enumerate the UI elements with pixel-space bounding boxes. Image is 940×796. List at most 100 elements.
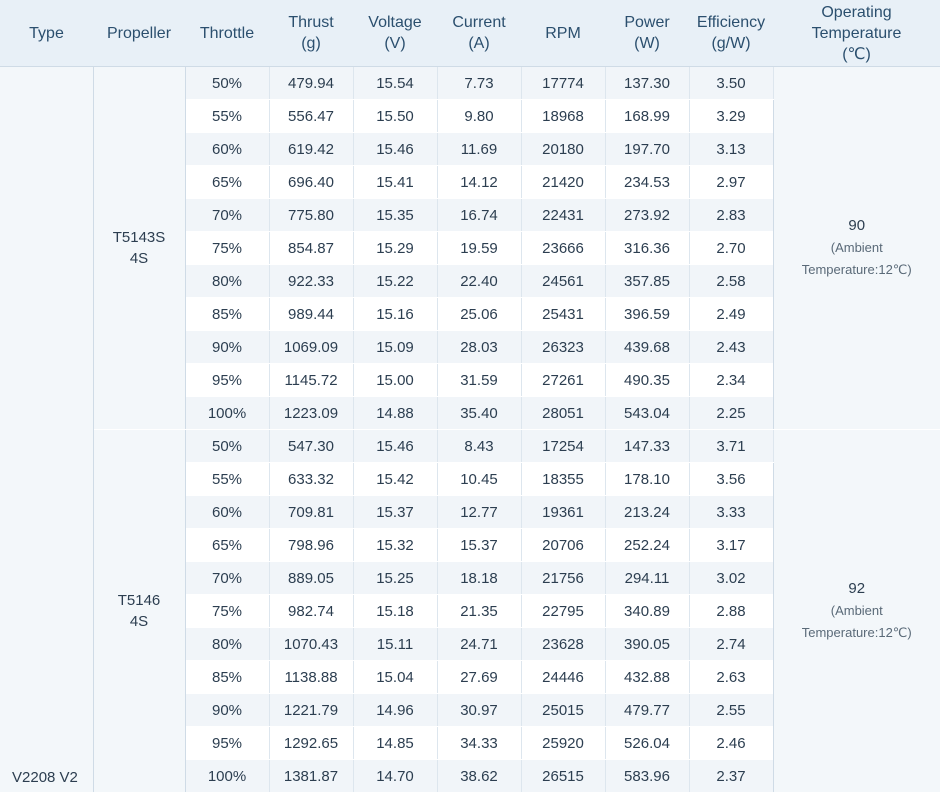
current-cell: 28.03: [437, 330, 522, 364]
header-power: Power (W): [605, 0, 689, 67]
header-throttle: Throttle: [185, 0, 269, 67]
rpm-cell: 24446: [521, 660, 606, 694]
voltage-cell: 15.16: [353, 297, 438, 331]
current-cell: 18.18: [437, 561, 522, 595]
power-cell: 526.04: [605, 726, 690, 760]
power-cell: 168.99: [605, 99, 690, 133]
current-cell: 14.12: [437, 165, 522, 199]
power-cell: 213.24: [605, 495, 690, 529]
thrust-cell: 633.32: [269, 462, 354, 496]
efficiency-cell: 2.97: [689, 165, 774, 199]
power-cell: 583.96: [605, 759, 690, 793]
rpm-cell: 26323: [521, 330, 606, 364]
table-body: V2208 V2 T5143S 4S 50% 479.94 15.54 7.73 17774 1…: [0, 66, 940, 793]
voltage-cell: 15.00: [353, 363, 438, 397]
rpm-cell: 22795: [521, 594, 606, 628]
current-cell: 16.74: [437, 198, 522, 232]
power-cell: 316.36: [605, 231, 690, 265]
throttle-cell: 55%: [185, 462, 270, 496]
thrust-cell: 556.47: [269, 99, 354, 133]
throttle-cell: 95%: [185, 726, 270, 760]
power-cell: 137.30: [605, 66, 690, 100]
table-row: 55% 633.32 15.42 10.45 18355 178.10 3.56: [0, 462, 940, 496]
table-row: 55% 556.47 15.50 9.80 18968 168.99 3.29: [0, 99, 940, 133]
thrust-cell: 709.81: [269, 495, 354, 529]
rpm-cell: 18355: [521, 462, 606, 496]
thrust-cell: 547.30: [269, 429, 354, 463]
throttle-cell: 50%: [185, 66, 270, 100]
rpm-cell: 19361: [521, 495, 606, 529]
thrust-cell: 696.40: [269, 165, 354, 199]
efficiency-cell: 2.63: [689, 660, 774, 694]
table-row: 60% 709.81 15.37 12.77 19361 213.24 3.33: [0, 495, 940, 529]
voltage-cell: 15.42: [353, 462, 438, 496]
rpm-cell: 24561: [521, 264, 606, 298]
table-row: 75% 854.87 15.29 19.59 23666 316.36 2.70: [0, 231, 940, 265]
temperature-note: (Ambient: [830, 603, 883, 618]
thrust-cell: 1223.09: [269, 396, 354, 430]
voltage-cell: 15.35: [353, 198, 438, 232]
temperature-note: Temperature:12℃): [801, 262, 912, 277]
voltage-cell: 15.46: [353, 429, 438, 463]
header-thrust: Thrust (g): [269, 0, 353, 67]
table-row: 85% 1138.88 15.04 27.69 24446 432.88 2.63: [0, 660, 940, 694]
current-cell: 15.37: [437, 528, 522, 562]
voltage-cell: 15.29: [353, 231, 438, 265]
temperature-cell: 92 (Ambient Temperature:12℃): [772, 429, 940, 793]
efficiency-cell: 2.46: [689, 726, 774, 760]
table-row: 70% 889.05 15.25 18.18 21756 294.11 3.02: [0, 561, 940, 595]
throttle-cell: 75%: [185, 594, 270, 628]
throttle-cell: 55%: [185, 99, 270, 133]
table-row: 95% 1292.65 14.85 34.33 25920 526.04 2.46: [0, 726, 940, 760]
rpm-cell: 17774: [521, 66, 606, 100]
header-efficiency: Efficiency (g/W): [689, 0, 773, 67]
throttle-cell: 80%: [185, 264, 270, 298]
efficiency-cell: 2.74: [689, 627, 774, 661]
table-row: 85% 989.44 15.16 25.06 25431 396.59 2.49: [0, 297, 940, 331]
thrust-cell: 1070.43: [269, 627, 354, 661]
thrust-cell: 982.74: [269, 594, 354, 628]
rpm-cell: 25920: [521, 726, 606, 760]
efficiency-cell: 3.13: [689, 132, 774, 166]
efficiency-cell: 2.88: [689, 594, 774, 628]
voltage-cell: 14.88: [353, 396, 438, 430]
table-row: 75% 982.74 15.18 21.35 22795 340.89 2.88: [0, 594, 940, 628]
thrust-cell: 775.80: [269, 198, 354, 232]
efficiency-cell: 3.17: [689, 528, 774, 562]
efficiency-cell: 2.49: [689, 297, 774, 331]
propeller-cell: T5146 4S: [93, 429, 186, 793]
power-cell: 273.92: [605, 198, 690, 232]
voltage-cell: 15.32: [353, 528, 438, 562]
throttle-cell: 60%: [185, 495, 270, 529]
efficiency-cell: 2.58: [689, 264, 774, 298]
table-row: 80% 922.33 15.22 22.40 24561 357.85 2.58: [0, 264, 940, 298]
efficiency-cell: 2.43: [689, 330, 774, 364]
throttle-cell: 95%: [185, 363, 270, 397]
power-cell: 340.89: [605, 594, 690, 628]
voltage-cell: 15.11: [353, 627, 438, 661]
header-rpm: RPM: [521, 0, 605, 67]
thrust-cell: 989.44: [269, 297, 354, 331]
voltage-cell: 15.41: [353, 165, 438, 199]
propeller-label: 4S: [129, 613, 149, 630]
table-row: 80% 1070.43 15.11 24.71 23628 390.05 2.74: [0, 627, 940, 661]
current-cell: 7.73: [437, 66, 522, 100]
rpm-cell: 27261: [521, 363, 606, 397]
throttle-cell: 65%: [185, 165, 270, 199]
table-row: 95% 1145.72 15.00 31.59 27261 490.35 2.34: [0, 363, 940, 397]
power-cell: 178.10: [605, 462, 690, 496]
voltage-cell: 15.37: [353, 495, 438, 529]
table-row: T5146 4S 50% 547.30 15.46 8.43 17254 147.33 3.71…: [0, 429, 940, 793]
thrust-cell: 1069.09: [269, 330, 354, 364]
throttle-cell: 90%: [185, 693, 270, 727]
efficiency-cell: 2.37: [689, 759, 774, 793]
current-cell: 34.33: [437, 726, 522, 760]
rpm-cell: 22431: [521, 198, 606, 232]
voltage-cell: 15.25: [353, 561, 438, 595]
voltage-cell: 15.09: [353, 330, 438, 364]
rpm-cell: 21420: [521, 165, 606, 199]
rpm-cell: 18968: [521, 99, 606, 133]
current-cell: 27.69: [437, 660, 522, 694]
efficiency-cell: 3.71: [689, 429, 774, 463]
efficiency-cell: 3.33: [689, 495, 774, 529]
